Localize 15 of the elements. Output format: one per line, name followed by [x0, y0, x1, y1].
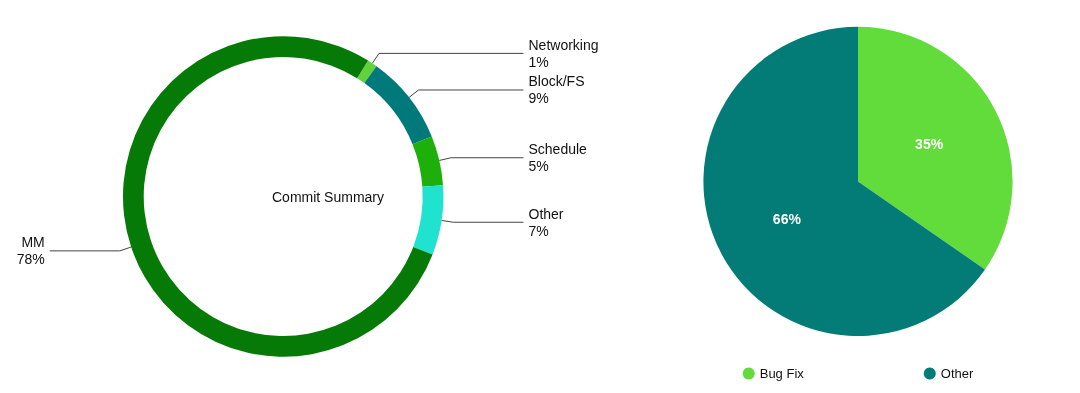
- data-label: 7%: [528, 222, 549, 239]
- data-label: 5%: [528, 158, 549, 175]
- text: Commit Summary: [271, 188, 385, 205]
- data-label: 9%: [528, 90, 549, 107]
- data-label: 66%: [772, 210, 802, 227]
- legend-label: Other: [940, 366, 974, 381]
- slice-label: Other: [528, 205, 564, 222]
- slice-label: Schedule: [528, 141, 588, 158]
- data-label: 35%: [915, 136, 944, 153]
- slice-label: Block/FS: [528, 73, 585, 90]
- data-label: 1%: [528, 53, 549, 70]
- legend-label: Bug Fix: [759, 366, 805, 381]
- slice-label: Networking: [528, 36, 599, 53]
- slice-label: MM: [21, 234, 45, 251]
- data-label: 78%: [16, 251, 45, 268]
